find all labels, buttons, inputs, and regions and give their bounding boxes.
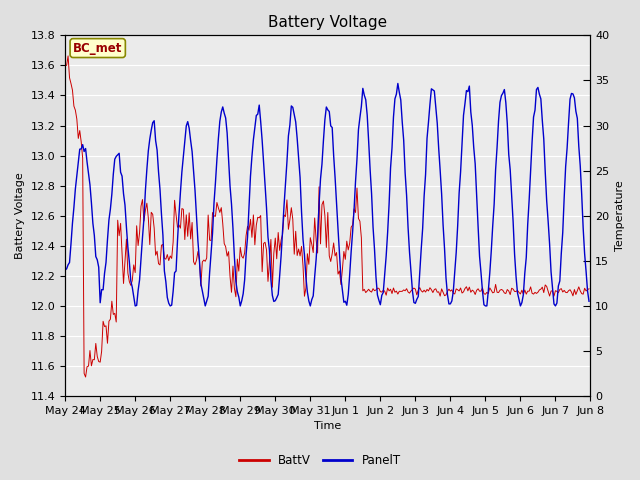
Title: Battery Voltage: Battery Voltage: [268, 15, 387, 30]
Y-axis label: Battery Voltage: Battery Voltage: [15, 172, 25, 259]
Legend: BattV, PanelT: BattV, PanelT: [234, 449, 406, 472]
X-axis label: Time: Time: [314, 421, 341, 432]
Text: BC_met: BC_met: [73, 42, 122, 55]
Y-axis label: Temperature: Temperature: [615, 180, 625, 251]
